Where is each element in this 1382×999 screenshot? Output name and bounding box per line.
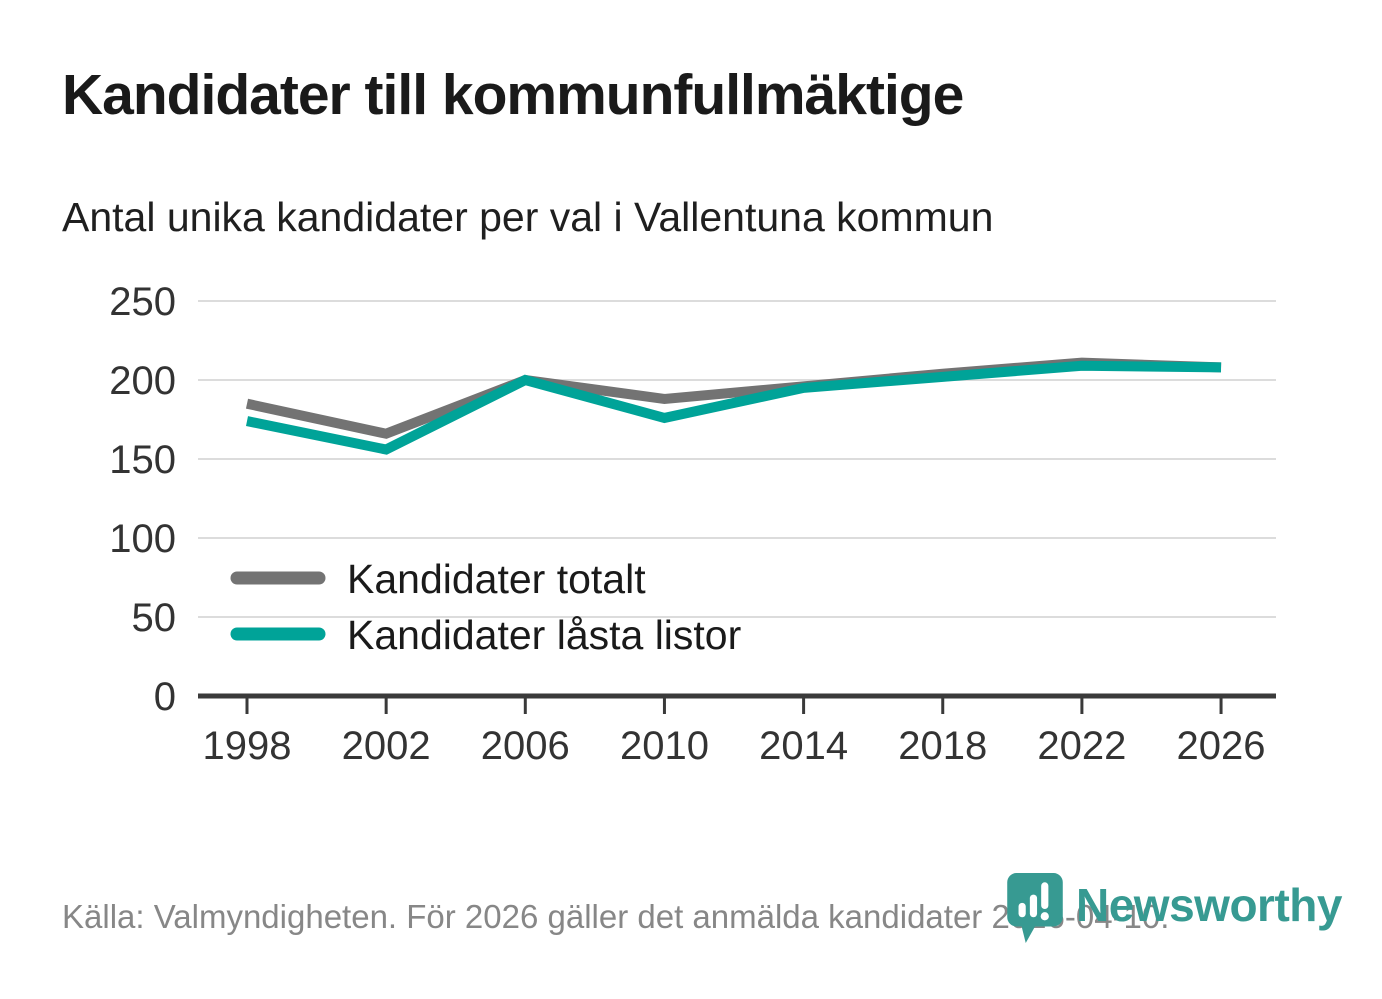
y-tick-label-0: 0 — [154, 675, 176, 719]
x-tick-label-2014: 2014 — [759, 724, 848, 768]
source-note: Källa: Valmyndigheten. För 2026 gäller d… — [62, 898, 1170, 935]
newsworthy-wordmark: Newsworthy — [1076, 879, 1342, 931]
x-tick-label-2018: 2018 — [898, 724, 987, 768]
legend-label-kandidater-totalt: Kandidater totalt — [347, 556, 646, 602]
y-tick-label-100: 100 — [109, 517, 176, 561]
x-tick-label-2006: 2006 — [481, 724, 570, 768]
chart-title: Kandidater till kommunfullmäktige — [62, 63, 964, 127]
y-tick-label-200: 200 — [109, 359, 176, 403]
y-tick-label-250: 250 — [109, 280, 176, 324]
chart-subtitle: Antal unika kandidater per val i Vallent… — [62, 194, 994, 240]
y-tick-label-50: 50 — [132, 596, 177, 640]
legend-label-kandidater-l-sta-listor: Kandidater låsta listor — [347, 612, 741, 658]
bar-chart-glyph — [1018, 882, 1049, 921]
series-line-kandidater-l-sta-listor — [245, 360, 1222, 455]
y-tick-label-150: 150 — [109, 438, 176, 482]
x-tick-label-2002: 2002 — [342, 724, 431, 768]
newsworthy-logo: Newsworthy — [1006, 872, 1342, 944]
x-tick-label-2010: 2010 — [620, 724, 709, 768]
x-tick-label-1998: 1998 — [203, 724, 292, 768]
newsworthy-pin-icon — [1007, 873, 1063, 943]
x-tick-label-2022: 2022 — [1037, 724, 1126, 768]
x-tick-label-2026: 2026 — [1177, 724, 1266, 768]
